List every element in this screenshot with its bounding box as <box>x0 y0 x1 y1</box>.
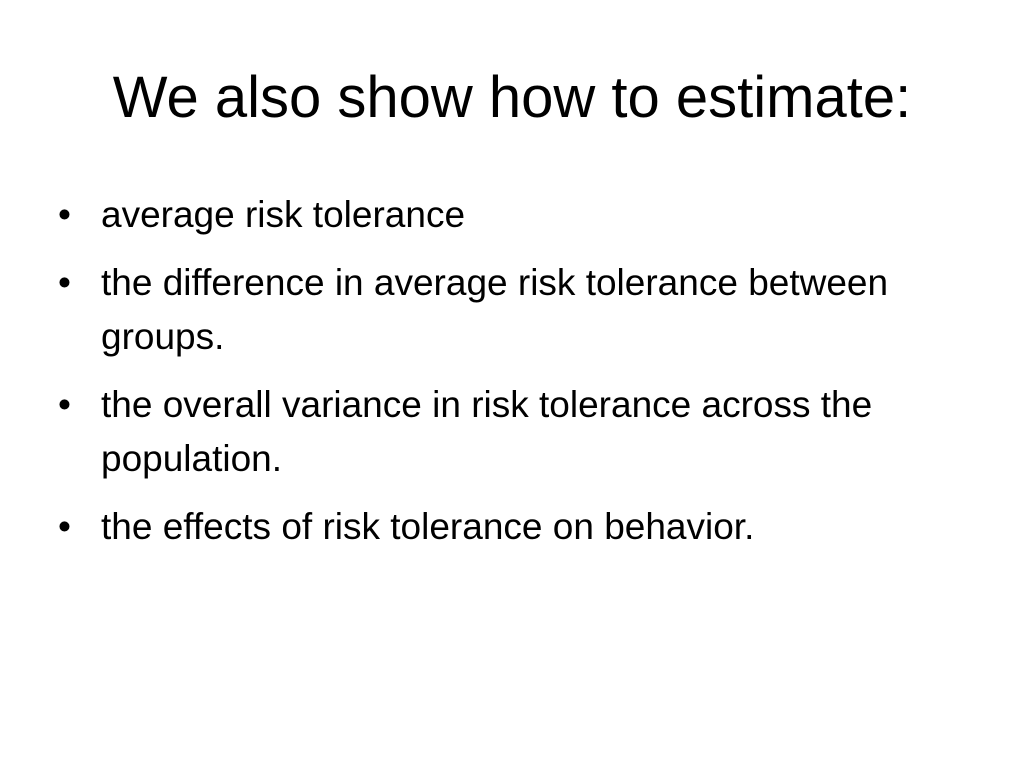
bullet-marker: • <box>58 194 71 235</box>
bullet-text: average risk tolerance <box>101 194 466 235</box>
bullet-list: • average risk tolerance • the differenc… <box>58 188 978 568</box>
bullet-marker: • <box>58 506 71 547</box>
bullet-item: • the overall variance in risk tolerance… <box>58 378 978 486</box>
bullet-text: the overall variance in risk tolerance a… <box>101 384 873 479</box>
bullet-item: • the effects of risk tolerance on behav… <box>58 500 978 554</box>
slide-title: We also show how to estimate: <box>112 65 912 130</box>
bullet-text: the effects of risk tolerance on behavio… <box>101 506 755 547</box>
bullet-marker: • <box>58 384 71 425</box>
bullet-item: • average risk tolerance <box>58 188 978 242</box>
bullet-text: the difference in average risk tolerance… <box>101 262 889 357</box>
bullet-item: • the difference in average risk toleran… <box>58 256 978 364</box>
bullet-marker: • <box>58 262 71 303</box>
